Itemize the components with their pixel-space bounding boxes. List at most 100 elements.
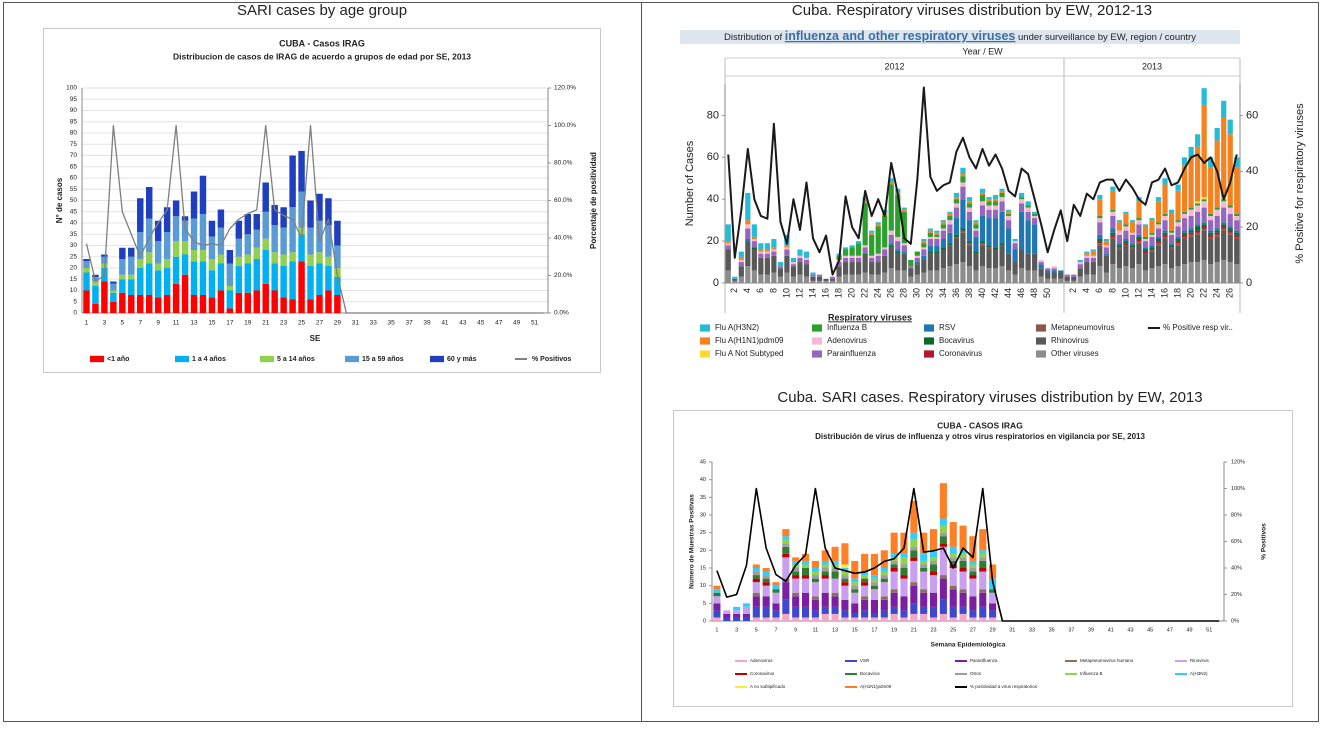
x-axis-title: SE <box>310 334 321 343</box>
bar-segment <box>953 192 960 198</box>
y2-axis-title: % Positivos <box>1261 523 1268 560</box>
bar-segment <box>792 568 800 572</box>
bar-segment <box>280 207 287 228</box>
bar-segment <box>979 529 987 551</box>
bar-segment <box>1188 230 1194 233</box>
bar-segment <box>1142 239 1149 242</box>
y2-tick-label: 80% <box>1231 512 1242 518</box>
bar-segment <box>979 560 987 568</box>
bar-segment <box>1051 272 1057 279</box>
bar-segment <box>1155 228 1162 237</box>
bar-segment <box>849 262 855 275</box>
bar-segment <box>869 274 875 283</box>
bar-segment <box>1097 215 1103 219</box>
bar-segment <box>1234 230 1240 233</box>
bar-segment <box>751 236 757 240</box>
bar-segment <box>875 222 881 225</box>
bar-segment <box>1129 220 1136 223</box>
bar-segment <box>939 575 947 579</box>
bar-segment <box>947 224 953 233</box>
bar-segment <box>1227 205 1233 208</box>
bar-segment <box>811 571 819 576</box>
bar-segment <box>901 207 907 210</box>
bar-segment <box>851 585 859 590</box>
x-tick-label: 21 <box>262 320 270 327</box>
bar-segment <box>758 253 764 258</box>
x-tick-label: 15 <box>852 627 858 633</box>
bar-segment <box>772 582 780 586</box>
x-tick-label: 8 <box>768 288 778 293</box>
bar-segment <box>764 253 770 258</box>
bar-segment <box>1181 218 1188 231</box>
x-tick-label: 47 <box>495 320 503 327</box>
bar-segment <box>1129 268 1136 283</box>
bar-segment <box>875 253 881 256</box>
bar-segment <box>752 596 760 607</box>
bar-segment <box>1045 268 1051 271</box>
bar-segment <box>960 199 966 229</box>
bar-segment <box>966 197 973 202</box>
bar-segment <box>900 553 908 558</box>
bar-segment <box>732 276 738 279</box>
bar-segment <box>890 532 898 554</box>
bar-segment <box>920 613 928 621</box>
bar-segment <box>762 568 770 572</box>
x-tick-label: 13 <box>832 627 838 633</box>
bar-segment <box>934 270 940 283</box>
bar-segment <box>1162 230 1168 233</box>
bar-segment <box>882 215 888 248</box>
y-tick-label: 75 <box>70 141 78 148</box>
bar-segment <box>861 599 869 611</box>
bar-segment <box>914 262 920 265</box>
x-tick-label: 40 <box>977 288 987 298</box>
y-tick-label: 30 <box>70 242 78 249</box>
bar-segment <box>1162 236 1168 240</box>
bar-segment <box>973 220 979 223</box>
x-tick-label: 22 <box>1199 288 1209 298</box>
bar-segment <box>1116 234 1123 244</box>
bar-segment <box>939 543 947 547</box>
bar-segment <box>782 613 790 621</box>
bar-segment <box>137 268 144 295</box>
bar-segment <box>862 255 868 273</box>
bar-segment <box>772 610 780 618</box>
bar-segment <box>895 241 901 250</box>
bar-segment <box>119 292 126 313</box>
legend-swatch <box>700 337 710 345</box>
bar-segment <box>772 585 780 590</box>
bar-segment <box>1234 215 1240 221</box>
bar-segment <box>810 276 816 281</box>
bar-segment <box>920 592 928 607</box>
bar-segment <box>83 272 90 291</box>
bar-segment <box>1097 239 1103 242</box>
x-tick-label: 35 <box>388 320 396 327</box>
bar-segment <box>1181 213 1188 219</box>
bar-segment <box>992 195 999 200</box>
bar-segment <box>900 610 908 618</box>
legend-label: 15 a 59 años <box>362 356 404 363</box>
bar-segment <box>1221 224 1227 227</box>
bar-segment <box>1142 226 1149 237</box>
bar-segment <box>869 230 875 233</box>
bar-segment <box>752 564 760 568</box>
bar-segment <box>979 617 987 621</box>
bar-segment <box>1045 278 1051 283</box>
bar-segment <box>782 582 790 600</box>
bar-segment <box>1195 262 1201 283</box>
bar-segment <box>960 230 966 233</box>
x-tick-label: 3 <box>103 320 107 327</box>
bar-segment <box>163 232 171 259</box>
bar-segment <box>253 229 260 248</box>
y2-tick-label: 40% <box>1231 565 1242 571</box>
x-tick-label: 25 <box>950 627 956 633</box>
legend-swatch <box>1036 350 1046 358</box>
bar-segment <box>999 190 1005 193</box>
bar-segment <box>1019 211 1025 250</box>
bar-segment <box>1221 100 1227 118</box>
bar-segment <box>110 292 117 302</box>
bar-segment <box>738 266 744 277</box>
bar-segment <box>959 553 967 558</box>
bar-segment <box>1181 234 1188 237</box>
bar-segment <box>1162 213 1168 216</box>
bar-segment <box>1188 146 1194 158</box>
